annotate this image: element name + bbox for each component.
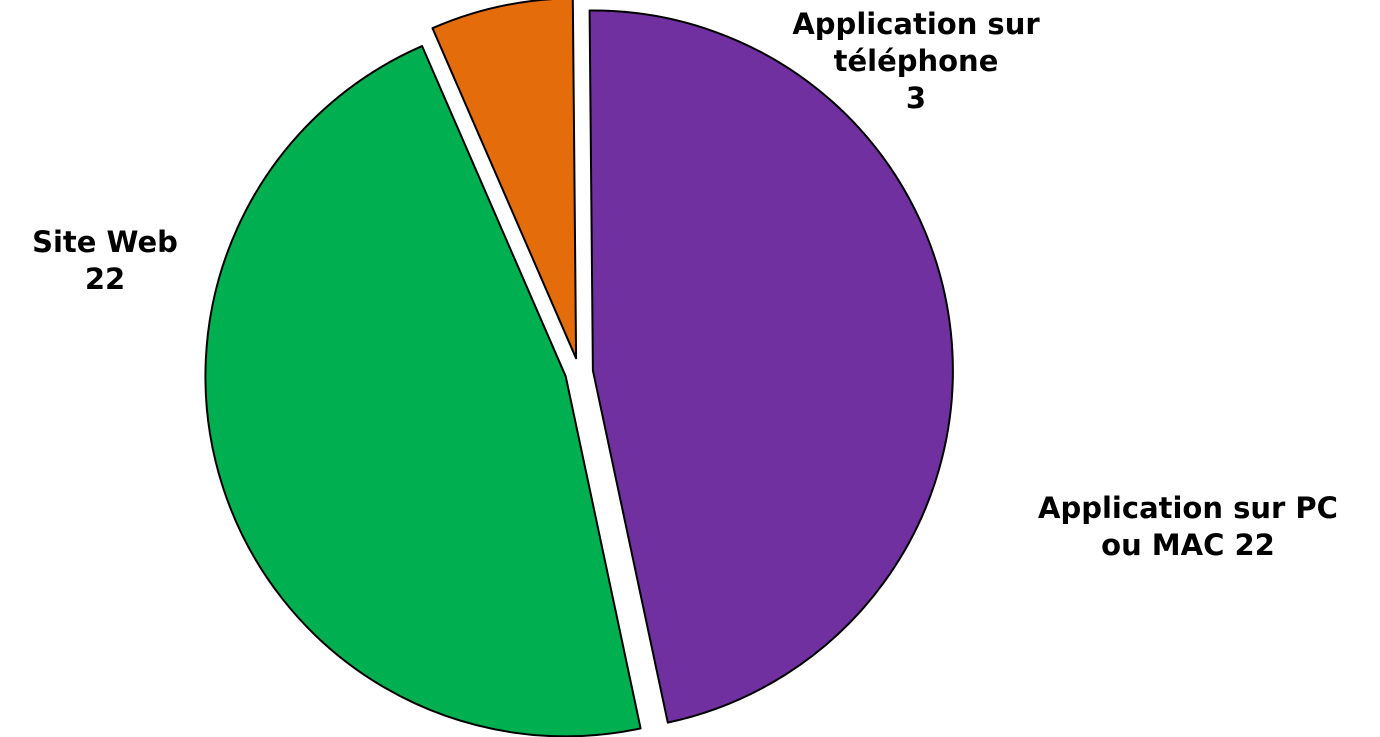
slice-application-pc-mac xyxy=(588,9,954,724)
slice-application-telephone xyxy=(431,0,578,360)
data-label-application-telephone: Application sur téléphone 3 xyxy=(792,7,1040,115)
data-label-site-web: Site Web 22 xyxy=(32,225,178,296)
data-label-application-pc-mac: Application sur PC ou MAC 22 xyxy=(1038,491,1338,562)
slice-site-web xyxy=(204,45,642,737)
